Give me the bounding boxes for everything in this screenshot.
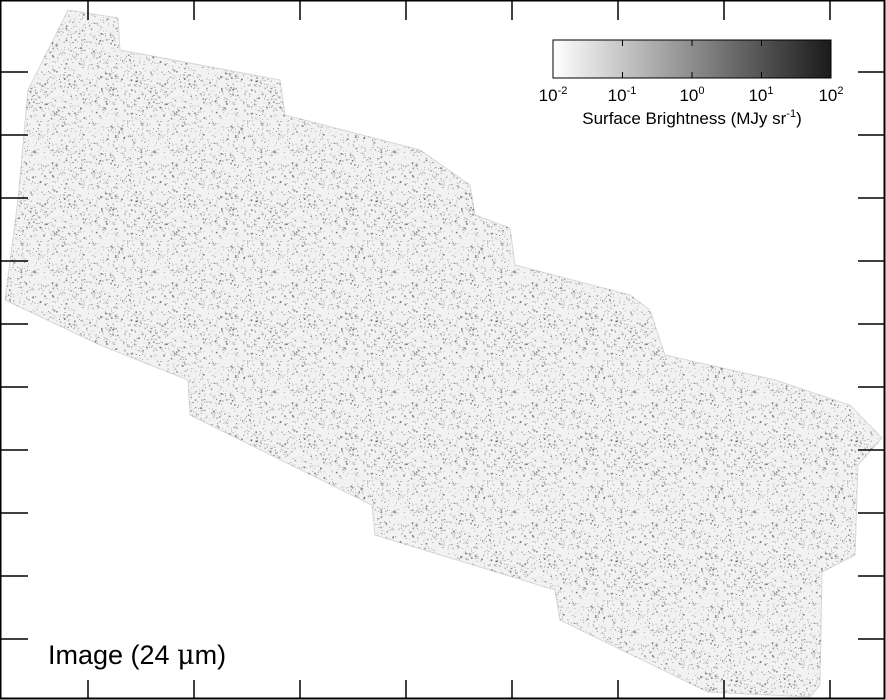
colorbar-title: Surface Brightness (MJy sr-1) [582,108,802,128]
colorbar-tick-label-3: 101 [748,85,773,105]
colorbar-tick-label-4: 102 [818,85,843,105]
colorbar-ticks [552,40,832,78]
colorbar: 10-2 10-1 100 101 102 Surface Brightness… [539,39,844,128]
colorbar-gradient [552,39,832,79]
mosaic-image [4,9,883,698]
mosaic-noise [5,10,882,697]
image-label: Image (24 μm) [48,640,226,671]
colorbar-tick-label-1: 10-1 [608,85,637,105]
colorbar-tick-label-2: 100 [679,85,704,105]
colorbar-tick-label-0: 10-2 [539,85,568,105]
